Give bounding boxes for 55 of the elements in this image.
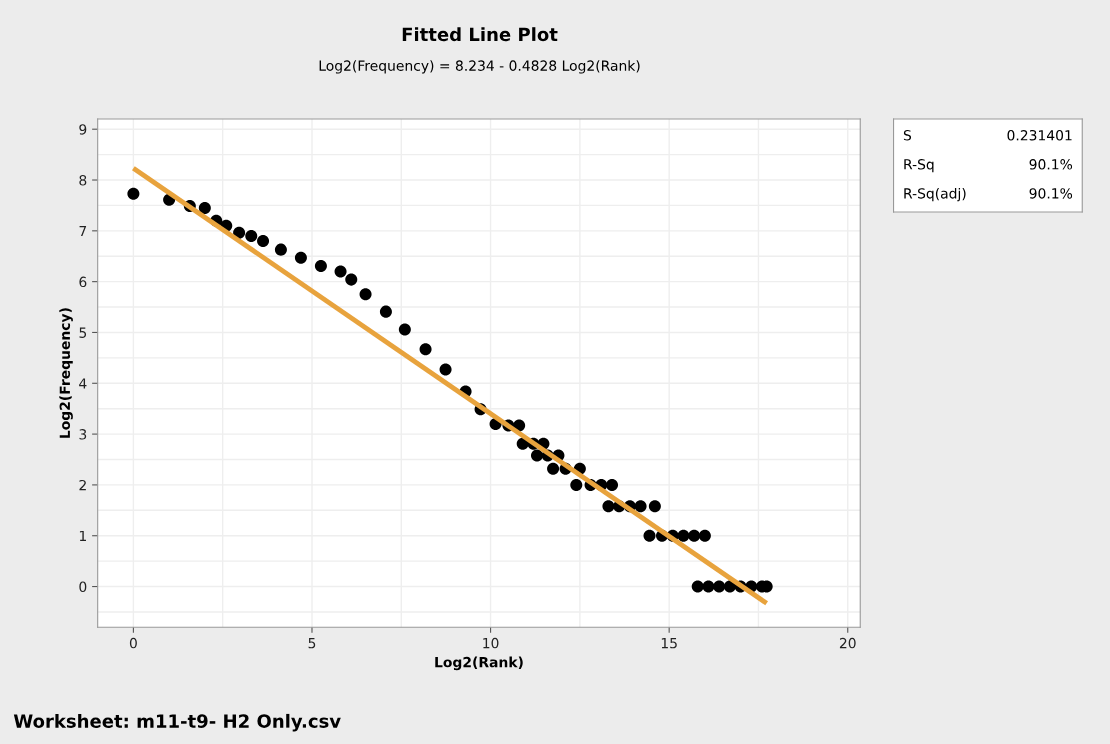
point — [702, 580, 715, 593]
point — [245, 229, 258, 242]
chart-title: Fitted Line Plot — [402, 27, 558, 42]
point — [379, 305, 392, 318]
x-tick-label: 10 — [483, 637, 499, 649]
y-tick-label: 9 — [79, 124, 87, 135]
point — [439, 363, 452, 376]
point — [602, 500, 615, 513]
point — [274, 243, 287, 256]
point — [530, 449, 544, 462]
point — [698, 529, 711, 542]
point — [314, 259, 327, 272]
y-tick-label: 8 — [79, 174, 87, 186]
text: R-Sq — [904, 159, 934, 173]
point — [547, 462, 560, 475]
y-tick-label: 5 — [79, 327, 87, 338]
text: Worksheet: m11-t9- H2 Only.csv — [13, 713, 341, 732]
y-tick-label: 1 — [79, 530, 86, 541]
text: R-Sq(adj) — [904, 187, 966, 202]
point — [294, 251, 307, 264]
point — [419, 343, 432, 356]
point — [606, 478, 619, 491]
point — [677, 529, 690, 542]
chart-subtitle: Log2(Frequency) = 8.234 - 0.4828 Log2(Rank) — [319, 60, 640, 74]
point — [127, 187, 140, 200]
point — [691, 580, 704, 593]
y-tick-label: 7 — [79, 225, 87, 237]
x-tick-label: 0 — [129, 637, 137, 649]
point — [198, 201, 211, 214]
text: 0.231401 — [1007, 130, 1072, 141]
text: 90.1% — [1029, 159, 1073, 170]
point — [570, 478, 583, 491]
point — [643, 529, 656, 542]
point — [257, 234, 270, 248]
x-tick-label: 20 — [839, 637, 856, 649]
point — [688, 529, 701, 542]
text: 90.1% — [1029, 188, 1073, 199]
y-tick-label: 4 — [79, 378, 87, 389]
y-tick-label: 6 — [79, 276, 87, 288]
x-tick-label: 5 — [308, 638, 316, 649]
point — [648, 500, 661, 513]
y-tick-label: 3 — [79, 429, 87, 440]
point — [634, 500, 647, 513]
y-tick-label: 2 — [79, 479, 86, 491]
x-axis-title: Log2(Rank) — [435, 656, 523, 671]
y-axis-title: Log2(Frequency) — [59, 308, 73, 438]
point — [398, 323, 411, 336]
point — [713, 580, 726, 593]
point — [334, 265, 347, 278]
text: S — [903, 130, 912, 141]
y-tick-label: 0 — [79, 581, 87, 593]
point — [233, 226, 246, 239]
point — [359, 288, 372, 301]
x-tick-label: 15 — [661, 638, 677, 649]
point — [345, 273, 358, 286]
